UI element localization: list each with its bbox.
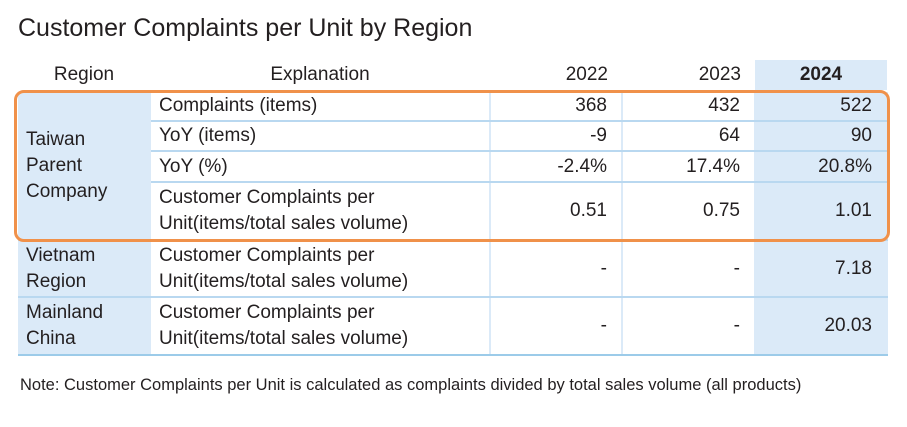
explanation-cell: Customer Complaints per Unit(items/total…: [150, 297, 491, 356]
header-row: Region Explanation 2022 2023 2024: [18, 60, 887, 92]
table-row: Taiwan Parent Company Complaints (items)…: [18, 91, 888, 241]
table-row: YoY (%) -2.4% 17.4% 20.8%: [18, 151, 888, 183]
value-cell: 20.03: [755, 297, 888, 356]
value-cell: -: [490, 297, 623, 356]
value-cell: 432: [622, 91, 756, 122]
value-cell: 20.8%: [755, 151, 888, 183]
explanation-cell: YoY (%): [150, 151, 491, 183]
table-row: YoY (items) -9 64 90: [18, 121, 888, 152]
value-cell: 0.75: [622, 182, 756, 241]
value-cell: -9: [490, 121, 623, 152]
value-cell: 0.51: [490, 182, 623, 241]
value-cell: 368: [490, 91, 623, 122]
value-cell: -: [622, 297, 756, 356]
header-2022: 2022: [490, 60, 622, 92]
header-region: Region: [18, 60, 150, 92]
value-cell: 64: [622, 121, 756, 152]
table-row: Vietnam Region Customer Complaints per U…: [18, 240, 888, 298]
header-explanation: Explanation: [150, 60, 490, 92]
page-title: Customer Complaints per Unit by Region: [18, 14, 473, 42]
value-cell: 17.4%: [622, 151, 756, 183]
value-cell: 7.18: [755, 240, 888, 298]
value-cell: 1.01: [755, 182, 888, 241]
explanation-cell: Customer Complaints per Unit(items/total…: [150, 182, 491, 241]
complaints-table: Region Explanation 2022 2023 2024 Taiwan…: [18, 60, 888, 356]
region-cell: Vietnam Region: [18, 240, 151, 298]
explanation-cell: YoY (items): [150, 121, 491, 152]
value-cell: -2.4%: [490, 151, 623, 183]
value-cell: 90: [755, 121, 888, 152]
header-2023: 2023: [622, 60, 755, 92]
region-cell: Taiwan Parent Company: [18, 91, 151, 241]
region-cell: Mainland China: [18, 297, 151, 356]
table-row: Mainland China Customer Complaints per U…: [18, 297, 888, 356]
header-2024: 2024: [755, 60, 887, 92]
explanation-cell: Complaints (items): [150, 91, 491, 122]
footnote: Note: Customer Complaints per Unit is ca…: [20, 376, 802, 394]
value-cell: -: [622, 240, 756, 298]
value-cell: -: [490, 240, 623, 298]
value-cell: 522: [755, 91, 888, 122]
explanation-cell: Customer Complaints per Unit(items/total…: [150, 240, 491, 298]
